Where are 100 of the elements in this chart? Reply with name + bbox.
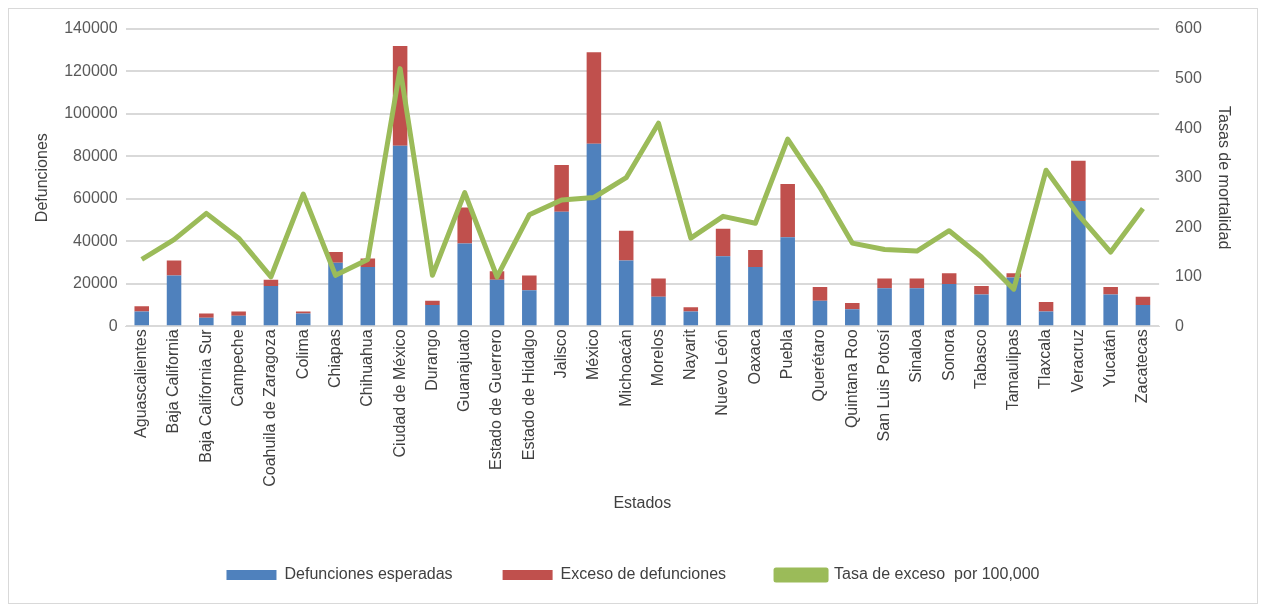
- bar: [941, 283, 957, 326]
- bar: [522, 275, 537, 291]
- x-tick-label: Puebla: [778, 329, 796, 380]
- y2-tick-label: 300: [1175, 168, 1202, 186]
- bar: [166, 275, 182, 326]
- x-tick-label: Michoacán: [616, 329, 634, 407]
- bar: [166, 260, 182, 276]
- legend-label: Defunciones esperadas: [284, 565, 453, 583]
- bar: [618, 230, 634, 261]
- x-axis-title: Estados: [613, 493, 672, 511]
- bar: [683, 311, 699, 326]
- x-tick-label: Tabasco: [971, 329, 989, 389]
- bar: [295, 313, 311, 326]
- bar: [748, 266, 763, 326]
- x-tick-label: Zacatecas: [1133, 329, 1151, 404]
- y-tick-label: 140000: [64, 19, 118, 37]
- y2-tick-label: 600: [1175, 19, 1202, 37]
- legend-label: Exceso de defunciones: [560, 565, 727, 583]
- x-tick-label: Chiapas: [325, 329, 343, 389]
- bar: [715, 256, 731, 326]
- bar: [554, 211, 569, 326]
- x-tick-label: Yucatán: [1101, 329, 1119, 388]
- bar: [392, 145, 408, 326]
- bar: [974, 294, 989, 326]
- y-tick-label: 80000: [73, 146, 118, 164]
- bar: [586, 143, 602, 326]
- bar: [715, 228, 731, 257]
- x-tick-label: Baja California: [164, 329, 182, 434]
- bar: [295, 311, 311, 314]
- bar: [909, 288, 925, 326]
- x-tick-label: Morelos: [648, 329, 666, 387]
- bar: [1071, 201, 1086, 326]
- x-tick-label: Durango: [422, 329, 440, 391]
- x-tick-label: Veracruz: [1068, 329, 1086, 393]
- x-tick-label: San Luis Potosí: [874, 328, 892, 442]
- bar: [489, 279, 505, 326]
- bar: [974, 286, 989, 295]
- y2-tick-label: 200: [1175, 217, 1202, 235]
- bar: [780, 184, 795, 238]
- y-tick-label: 40000: [73, 231, 118, 249]
- bar: [877, 288, 892, 326]
- x-tick-label: Estado de Guerrero: [487, 329, 505, 470]
- x-tick-label: Chihuahua: [358, 329, 376, 407]
- x-tick-label: Coahuila de Zaragoza: [261, 329, 279, 487]
- bar: [199, 317, 214, 326]
- y2-axis-title: Tasas de mortalidad: [1215, 106, 1233, 250]
- bar: [780, 237, 795, 326]
- y-axis-title: Defunciones: [33, 133, 51, 223]
- bar: [522, 290, 537, 326]
- bar: [1103, 287, 1118, 295]
- bar: [231, 311, 246, 316]
- x-tick-label: Aguascalientes: [132, 329, 150, 438]
- bar: [812, 287, 828, 301]
- x-tick-label: Guanajuato: [455, 329, 473, 413]
- x-tick-label: Tlaxcala: [1036, 329, 1054, 389]
- y-tick-label: 120000: [64, 61, 118, 79]
- x-tick-label: Nuevo León: [713, 329, 731, 416]
- y2-tick-label: 100: [1175, 267, 1202, 285]
- bar: [618, 260, 634, 326]
- y-tick-label: 100000: [64, 104, 118, 122]
- bar: [1038, 301, 1054, 312]
- bar: [1103, 294, 1118, 326]
- bar: [1071, 160, 1086, 202]
- y2-tick-label: 0: [1175, 316, 1185, 334]
- bar: [360, 266, 376, 326]
- y-tick-label: 0: [108, 316, 118, 334]
- y2-tick-label: 500: [1175, 68, 1202, 86]
- x-tick-label: Baja California Sur: [196, 328, 214, 463]
- bar: [425, 305, 440, 326]
- bar: [909, 278, 925, 289]
- bar: [199, 313, 214, 318]
- bar: [748, 249, 763, 267]
- bar: [683, 307, 699, 312]
- bar: [651, 278, 666, 297]
- y-tick-label: 20000: [73, 274, 118, 292]
- bar: [457, 207, 472, 244]
- x-tick-label: Campeche: [229, 329, 247, 407]
- bar: [425, 300, 440, 306]
- x-tick-label: Quintana Roo: [842, 329, 860, 429]
- x-tick-label: Colima: [293, 329, 311, 380]
- bar: [845, 309, 860, 326]
- x-tick-label: Nayarit: [681, 328, 699, 381]
- x-tick-label: Sinaloa: [907, 329, 925, 383]
- x-tick-label: México: [584, 329, 602, 381]
- x-tick-label: Oaxaca: [745, 329, 763, 385]
- bar: [877, 278, 892, 289]
- bar: [941, 273, 957, 284]
- bar: [651, 296, 666, 326]
- bar: [586, 52, 602, 144]
- bar: [263, 286, 279, 326]
- bar: [845, 303, 860, 310]
- bar: [1135, 296, 1151, 306]
- y-tick-label: 60000: [73, 189, 118, 207]
- x-tick-label: Ciudad de México: [390, 329, 408, 458]
- bar: [1038, 311, 1054, 326]
- bar: [134, 306, 150, 312]
- x-tick-label: Jalisco: [552, 329, 570, 379]
- bar: [812, 300, 828, 326]
- y2-tick-label: 400: [1175, 118, 1202, 136]
- bar: [263, 279, 279, 287]
